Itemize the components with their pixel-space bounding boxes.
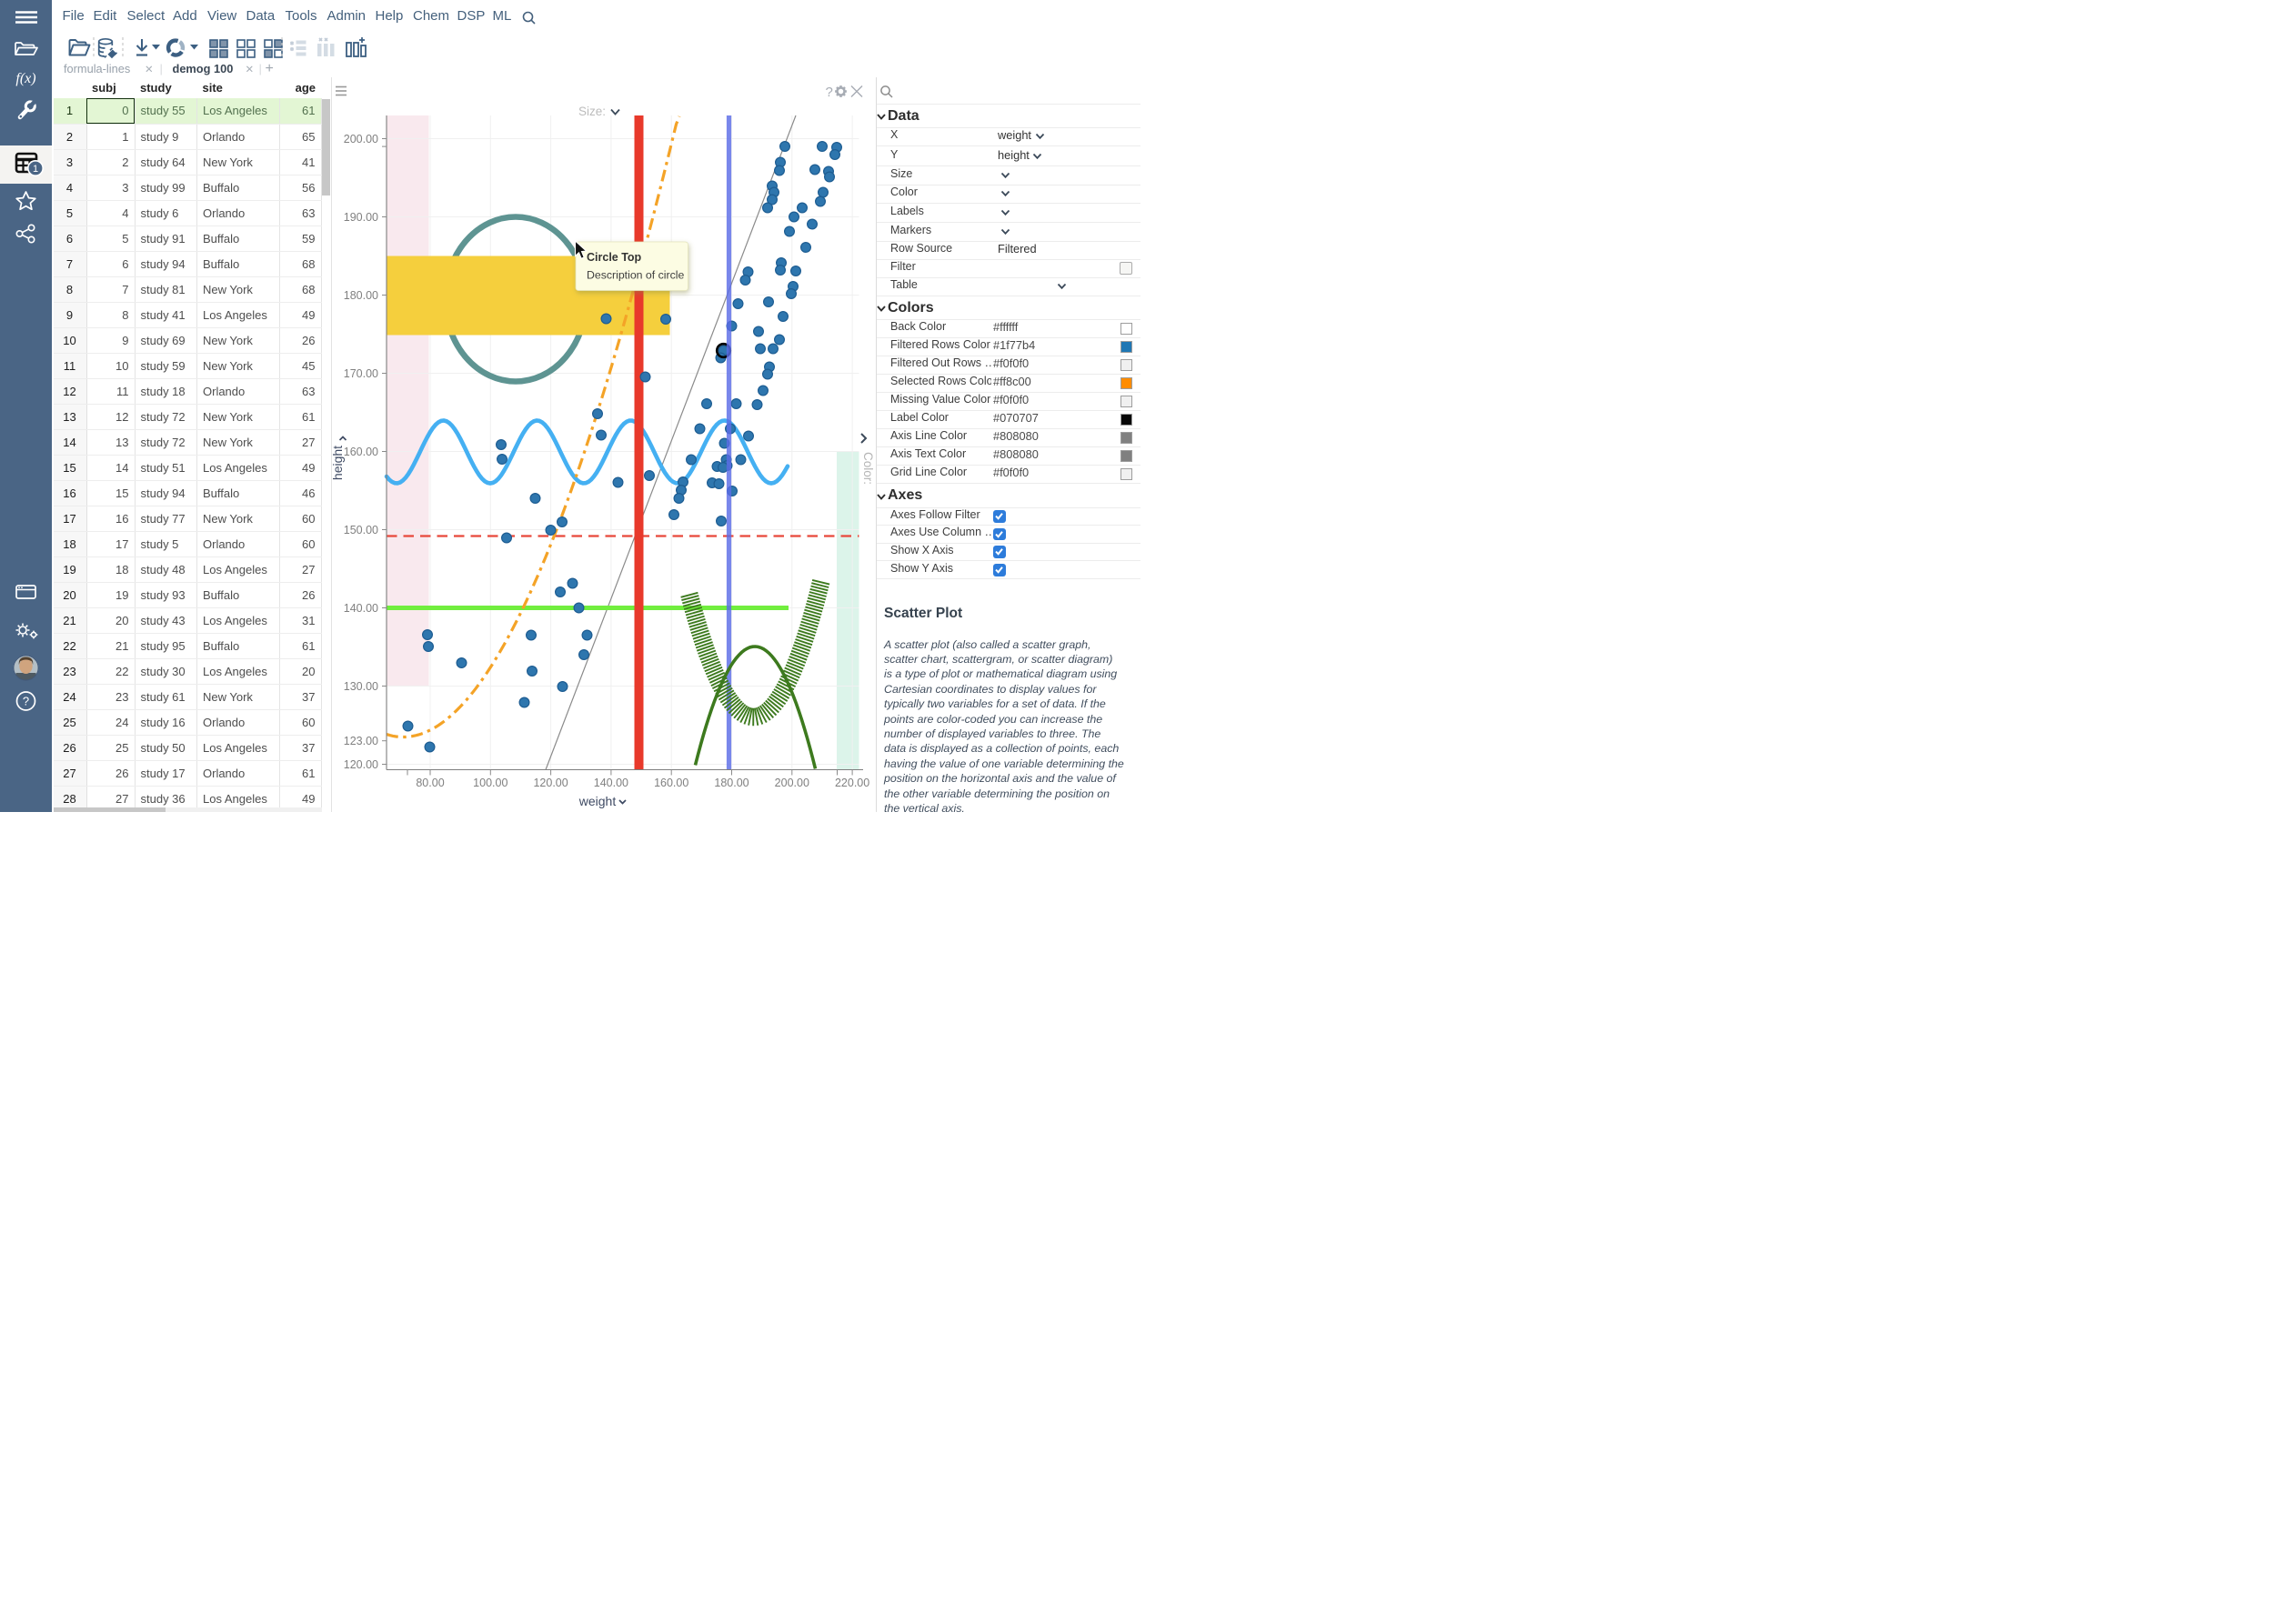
svg-text:120.00: 120.00 (344, 758, 378, 771)
svg-text:80.00: 80.00 (416, 777, 444, 789)
svg-text:Circle Top: Circle Top (587, 251, 642, 264)
svg-text:Size:: Size: (578, 105, 606, 118)
svg-text:120.00: 120.00 (533, 777, 568, 789)
svg-text:190.00: 190.00 (344, 211, 378, 224)
svg-text:140.00: 140.00 (594, 777, 628, 789)
svg-text:height: height (331, 446, 345, 480)
svg-text:200.00: 200.00 (344, 133, 378, 145)
svg-text:150.00: 150.00 (344, 524, 378, 536)
svg-text:220.00: 220.00 (835, 777, 869, 789)
svg-text:140.00: 140.00 (344, 602, 378, 615)
svg-text:Color:: Color: (861, 452, 875, 485)
svg-text:1: 1 (33, 164, 38, 175)
svg-text:170.00: 170.00 (344, 367, 378, 380)
svg-text:160.00: 160.00 (654, 777, 688, 789)
svg-text:weight: weight (578, 794, 617, 808)
svg-text:123.00: 123.00 (344, 735, 378, 747)
svg-text:160.00: 160.00 (344, 446, 378, 458)
svg-text:180.00: 180.00 (714, 777, 749, 789)
svg-text:Description of circle: Description of circle (587, 269, 684, 282)
svg-text:200.00: 200.00 (775, 777, 809, 789)
svg-text:130.00: 130.00 (344, 680, 378, 693)
svg-text:100.00: 100.00 (473, 777, 507, 789)
svg-text:180.00: 180.00 (344, 289, 378, 302)
svg-text:?: ? (23, 695, 29, 708)
svg-text:?: ? (826, 85, 833, 100)
